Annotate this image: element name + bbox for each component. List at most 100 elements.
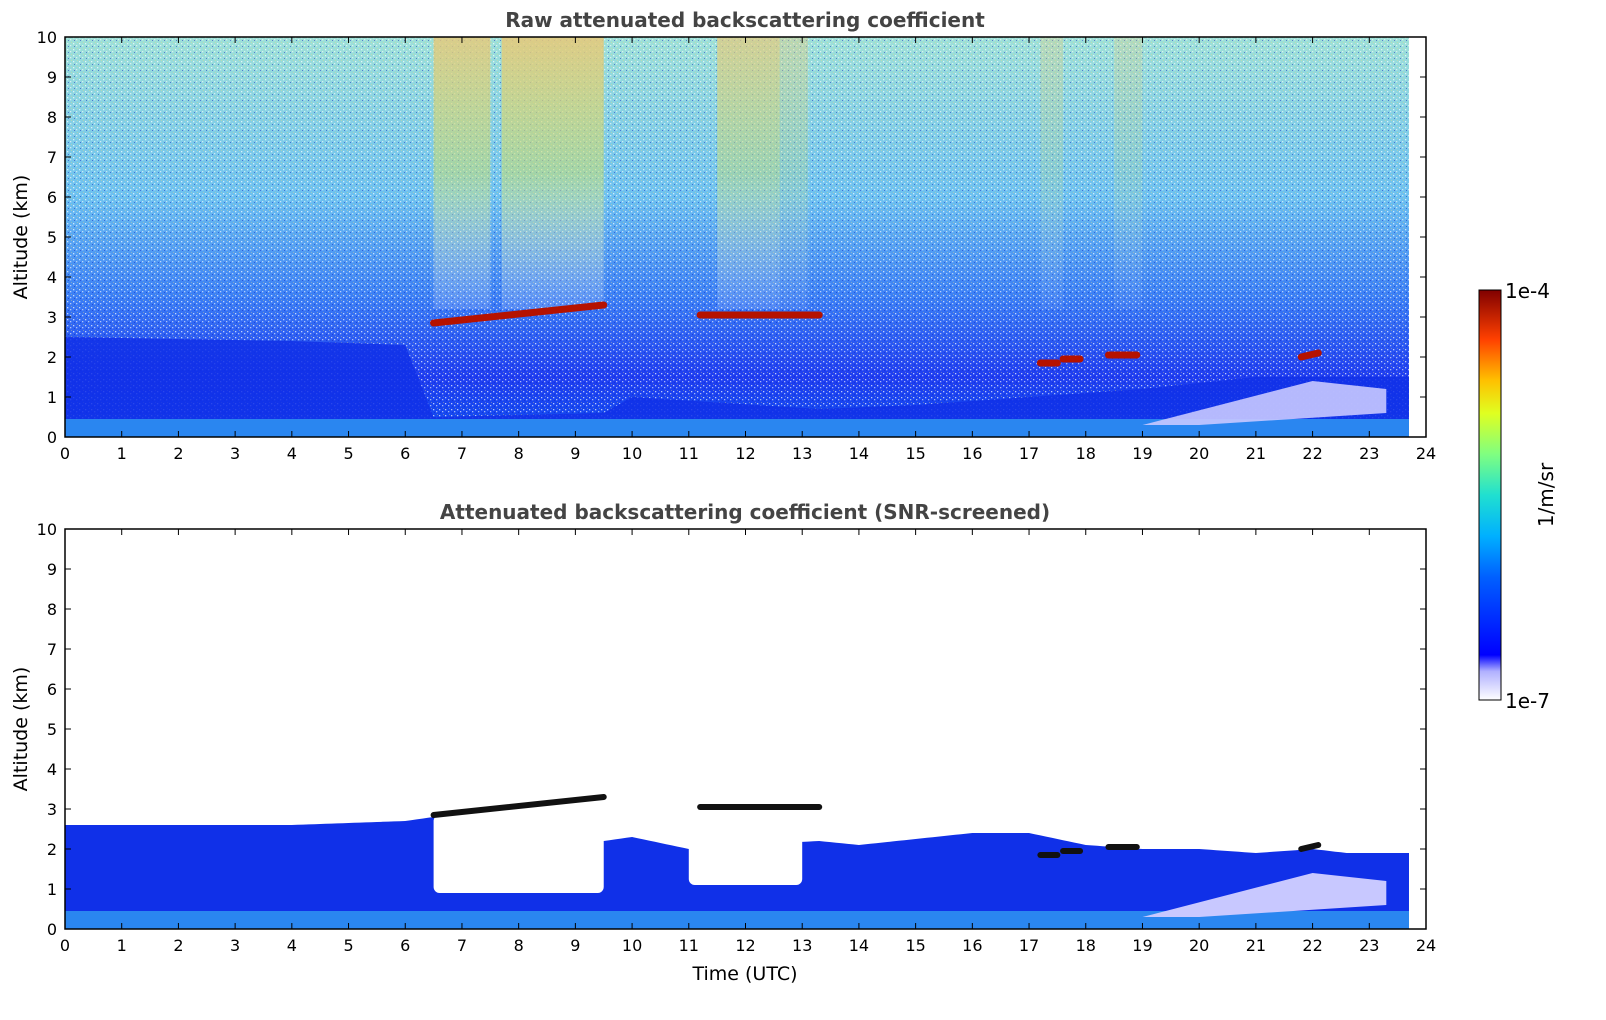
panel1-x-axis: 0 1 2 3 4 5 6 7 8 9 10 11 12 13 14 15 16 17 18 19 20 21 22 23 24 xyxy=(60,37,1436,463)
x-tick-label: 7 xyxy=(457,936,467,955)
screened-gap xyxy=(433,815,604,893)
x-tick-label: 13 xyxy=(792,444,812,463)
x-tick-label: 16 xyxy=(962,936,982,955)
panel1-heatmap xyxy=(65,37,1409,437)
boundary-layer xyxy=(65,337,1409,437)
cloud-layer xyxy=(430,301,608,327)
x-tick-label: 12 xyxy=(735,936,755,955)
x-tick-label: 11 xyxy=(679,936,699,955)
x-tick-label: 21 xyxy=(1246,936,1266,955)
y-tick-label: 6 xyxy=(47,188,57,207)
y-tick-label: 3 xyxy=(47,800,57,819)
panel1-y-axis: 0 1 2 3 4 5 6 7 8 9 10 xyxy=(37,28,1426,447)
y-tick-label: 2 xyxy=(47,348,57,367)
colorbar-label: 1/m/sr xyxy=(1534,462,1558,527)
panel1-title: Raw attenuated backscattering coefficien… xyxy=(505,8,985,32)
panel2-title: Attenuated backscattering coefficient (S… xyxy=(440,500,1050,524)
x-tick-label: 14 xyxy=(849,936,869,955)
x-tick-label: 0 xyxy=(60,936,70,955)
panel2-y-axis: 0 1 2 3 4 5 6 7 8 9 10 xyxy=(37,520,1426,939)
x-tick-label: 22 xyxy=(1302,936,1322,955)
x-tick-label: 5 xyxy=(343,444,353,463)
x-tick-label: 1 xyxy=(117,936,127,955)
x-tick-label: 5 xyxy=(343,936,353,955)
x-tick-label: 10 xyxy=(622,444,642,463)
x-tick-label: 23 xyxy=(1359,936,1379,955)
x-tick-label: 17 xyxy=(1019,936,1039,955)
panel2-plot-area: 0 1 2 3 4 5 6 7 8 9 10 11 12 13 14 15 16 17 18 19 20 21 22 23 24… xyxy=(37,520,1437,955)
colorbar-max-label: 1e-4 xyxy=(1505,279,1550,303)
x-tick-label: 15 xyxy=(905,936,925,955)
y-tick-label: 0 xyxy=(47,920,57,939)
x-tick-label: 2 xyxy=(173,936,183,955)
x-tick-label: 19 xyxy=(1132,444,1152,463)
x-tick-label: 20 xyxy=(1189,936,1209,955)
x-tick-label: 9 xyxy=(570,444,580,463)
near-surface-layer xyxy=(65,419,1409,437)
y-tick-label: 1 xyxy=(47,880,57,899)
panel2-x-axis: 0 1 2 3 4 5 6 7 8 9 10 11 12 13 14 15 16 17 18 19 20 21 22 23 24 xyxy=(60,529,1436,955)
x-tick-label: 17 xyxy=(1019,444,1039,463)
x-tick-label: 24 xyxy=(1416,444,1436,463)
aerosol-plume xyxy=(779,37,808,309)
y-tick-label: 5 xyxy=(47,720,57,739)
cloud-layer xyxy=(1297,349,1322,361)
x-tick-label: 15 xyxy=(905,444,925,463)
x-tick-label: 8 xyxy=(514,444,524,463)
panel2-xlabel: Time (UTC) xyxy=(691,963,797,985)
y-tick-label: 8 xyxy=(47,108,57,127)
x-tick-label: 9 xyxy=(570,936,580,955)
x-tick-label: 19 xyxy=(1132,936,1152,955)
x-tick-label: 4 xyxy=(287,936,297,955)
y-tick-label: 8 xyxy=(47,600,57,619)
x-tick-label: 21 xyxy=(1246,444,1266,463)
aerosol-plume xyxy=(1114,37,1143,309)
x-tick-label: 20 xyxy=(1189,444,1209,463)
y-tick-label: 5 xyxy=(47,228,57,247)
x-tick-label: 18 xyxy=(1076,444,1096,463)
y-tick-label: 2 xyxy=(47,840,57,859)
low-signal-region xyxy=(1142,873,1387,917)
y-tick-label: 6 xyxy=(47,680,57,699)
y-tick-label: 10 xyxy=(37,520,57,539)
low-signal-region xyxy=(1142,381,1387,425)
colorbar: 1e-4 1e-7 1/m/sr xyxy=(1478,279,1558,713)
cloud-layer xyxy=(430,794,607,818)
aerosol-plume xyxy=(433,37,491,309)
aerosol-plume xyxy=(501,37,604,309)
y-tick-label: 3 xyxy=(47,308,57,327)
x-tick-label: 8 xyxy=(514,936,524,955)
x-tick-label: 10 xyxy=(622,936,642,955)
y-tick-label: 0 xyxy=(47,428,57,447)
colorbar-gradient xyxy=(1478,289,1502,701)
x-tick-label: 7 xyxy=(457,444,467,463)
panel1-plot-area: 0 1 2 3 4 5 6 7 8 9 10 11 12 13 14 15 16 17 18 19 20 21 22 23 24… xyxy=(37,28,1437,463)
panel2-ylabel: Altitude (km) xyxy=(10,667,32,792)
x-tick-label: 6 xyxy=(400,936,410,955)
cloud-layer xyxy=(1298,842,1322,852)
y-tick-label: 10 xyxy=(37,28,57,47)
y-tick-label: 9 xyxy=(47,68,57,87)
x-tick-label: 3 xyxy=(230,936,240,955)
y-tick-label: 7 xyxy=(47,148,57,167)
near-surface-layer xyxy=(65,911,1409,929)
y-tick-label: 7 xyxy=(47,640,57,659)
screened-gap xyxy=(688,809,803,885)
x-tick-label: 4 xyxy=(287,444,297,463)
x-tick-label: 23 xyxy=(1359,444,1379,463)
x-tick-label: 6 xyxy=(400,444,410,463)
y-tick-label: 4 xyxy=(47,760,57,779)
y-tick-label: 4 xyxy=(47,268,57,287)
y-tick-label: 9 xyxy=(47,560,57,579)
x-tick-label: 16 xyxy=(962,444,982,463)
aerosol-plume xyxy=(1040,37,1064,309)
x-tick-label: 12 xyxy=(735,444,755,463)
aerosol-plume xyxy=(717,37,780,309)
panel1-ylabel: Altitude (km) xyxy=(10,175,32,300)
panel2-heatmap xyxy=(65,794,1409,929)
x-tick-label: 3 xyxy=(230,444,240,463)
x-tick-label: 0 xyxy=(60,444,70,463)
x-tick-label: 22 xyxy=(1302,444,1322,463)
x-tick-label: 13 xyxy=(792,936,812,955)
